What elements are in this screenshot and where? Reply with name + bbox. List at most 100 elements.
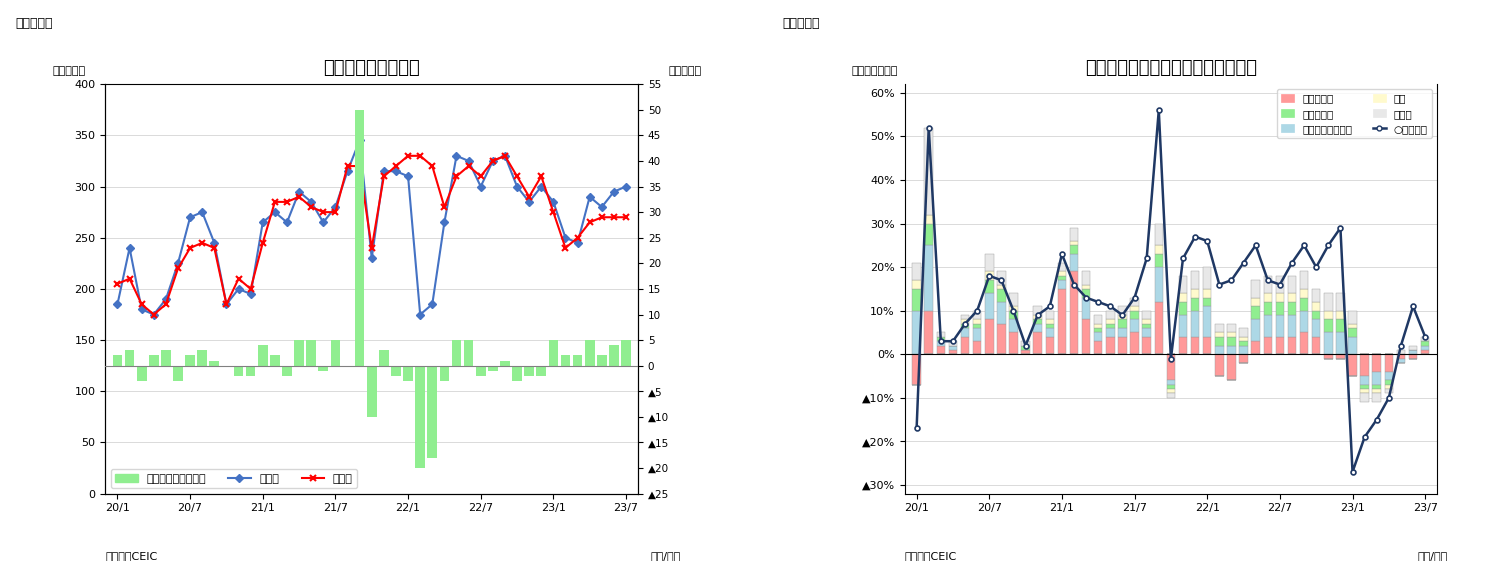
Bar <box>1106 319 1115 324</box>
Bar <box>1227 333 1236 337</box>
Bar <box>1215 346 1224 354</box>
Bar <box>1022 341 1029 346</box>
輸入額 <box>497 153 515 159</box>
Bar <box>986 319 993 354</box>
Bar <box>610 345 619 366</box>
Bar <box>1300 333 1308 354</box>
Bar <box>415 366 424 468</box>
輸出額 <box>157 296 175 302</box>
輸出額 <box>545 199 563 205</box>
Bar <box>1142 311 1151 319</box>
Bar <box>1094 328 1103 333</box>
Bar <box>1348 337 1356 354</box>
輸入額 <box>144 311 163 318</box>
Bar <box>1202 306 1212 337</box>
Bar <box>1252 306 1260 319</box>
Bar <box>1190 298 1199 311</box>
Bar <box>1082 272 1090 284</box>
Bar <box>1300 311 1308 333</box>
Bar <box>1046 337 1054 354</box>
Text: （図表３）: （図表３） <box>15 17 53 30</box>
Text: （億ドル）: （億ドル） <box>668 66 701 76</box>
Bar <box>1166 385 1175 389</box>
Bar <box>524 366 534 376</box>
Bar <box>1118 319 1127 328</box>
Bar <box>1336 293 1344 311</box>
輸出額 <box>144 311 163 318</box>
Bar <box>1022 346 1029 350</box>
輸入額 <box>278 199 296 205</box>
輸出額 <box>509 183 527 190</box>
Bar <box>1300 272 1308 289</box>
輸出額 <box>193 209 211 215</box>
Bar <box>986 272 993 280</box>
Bar <box>1070 245 1078 254</box>
輸出額 <box>132 306 150 313</box>
Bar <box>1166 354 1175 380</box>
Bar <box>1010 311 1017 319</box>
輸入額 <box>509 173 527 180</box>
輸出額 <box>447 153 465 159</box>
Bar <box>1239 337 1248 341</box>
Bar <box>1409 346 1418 350</box>
Bar <box>1010 319 1017 333</box>
輸入額 <box>435 204 453 210</box>
Title: ベトナム　輸出の伸び率（品目別）: ベトナム 輸出の伸び率（品目別） <box>1085 59 1257 77</box>
Bar <box>1288 276 1296 293</box>
Bar <box>1336 311 1344 319</box>
Bar <box>936 341 945 346</box>
Bar <box>1288 337 1296 354</box>
Bar <box>986 254 993 272</box>
Bar <box>1264 276 1272 293</box>
輸入額 <box>327 209 345 215</box>
輸出額 <box>327 204 345 210</box>
Bar <box>548 340 558 366</box>
Bar <box>1324 319 1332 333</box>
Bar <box>1312 319 1320 337</box>
Bar <box>1336 319 1344 333</box>
Bar <box>1264 302 1272 315</box>
Bar <box>1070 228 1078 241</box>
Bar <box>1058 289 1066 354</box>
Bar <box>1190 311 1199 337</box>
Bar <box>295 340 304 366</box>
輸入額 <box>399 153 417 159</box>
Bar <box>1082 284 1090 289</box>
輸出額 <box>483 158 501 164</box>
輸出額 <box>108 301 126 307</box>
Line: 輸入額: 輸入額 <box>114 153 629 318</box>
Bar <box>924 128 933 215</box>
輸入額 <box>132 301 150 307</box>
Bar <box>1324 311 1332 319</box>
Bar <box>1190 272 1199 289</box>
輸出額 <box>230 286 248 292</box>
Bar <box>1373 372 1382 385</box>
Bar <box>500 361 510 366</box>
Bar <box>1385 389 1394 393</box>
輸出額 <box>363 255 381 261</box>
輸入額 <box>363 245 381 251</box>
Bar <box>924 245 933 311</box>
Line: 輸出額: 輸出額 <box>114 137 629 318</box>
Bar <box>1130 333 1139 354</box>
Bar <box>1154 267 1163 302</box>
輸出額 <box>254 219 272 226</box>
輸入額 <box>230 275 248 282</box>
輸入額 <box>351 163 369 169</box>
Bar <box>912 263 921 280</box>
Bar <box>1264 315 1272 337</box>
輸出額 <box>593 204 611 210</box>
輸出額 <box>315 219 333 226</box>
輸出額 <box>497 153 515 159</box>
Bar <box>233 366 244 376</box>
輸入額 <box>108 280 126 287</box>
Bar <box>1300 289 1308 298</box>
Bar <box>1373 389 1382 393</box>
Bar <box>536 366 546 376</box>
輸出額 <box>290 188 309 195</box>
Bar <box>1421 337 1430 341</box>
Bar <box>960 319 969 324</box>
Bar <box>1227 346 1236 354</box>
Bar <box>1276 302 1284 315</box>
Bar <box>912 311 921 354</box>
